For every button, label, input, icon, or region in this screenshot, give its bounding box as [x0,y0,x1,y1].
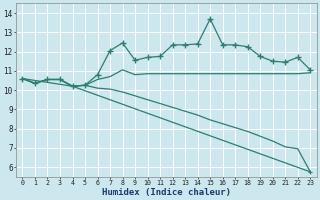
X-axis label: Humidex (Indice chaleur): Humidex (Indice chaleur) [102,188,231,197]
